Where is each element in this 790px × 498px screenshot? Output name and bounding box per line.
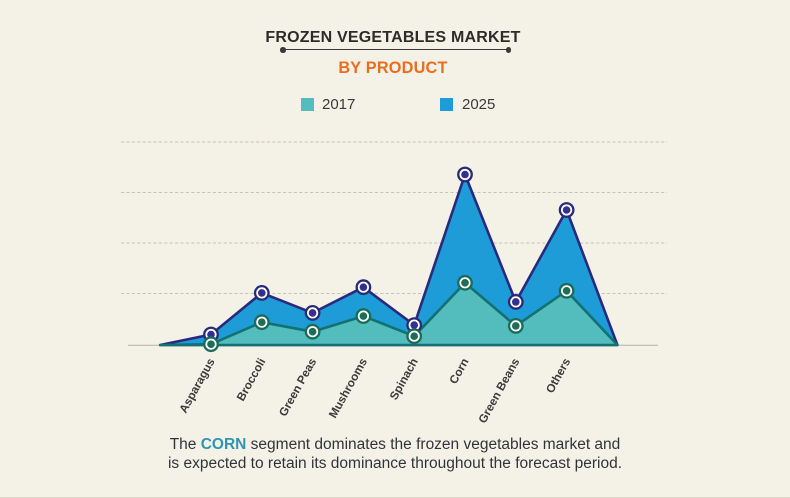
svg-text:Corn: Corn [447,356,472,386]
svg-text:Asparagus: Asparagus [177,356,218,416]
svg-text:Green Beans: Green Beans [476,356,523,426]
svg-text:Spinach: Spinach [387,356,420,402]
svg-text:Mushrooms: Mushrooms [327,356,371,421]
svg-text:Broccoli: Broccoli [234,356,268,403]
svg-text:Green Peas: Green Peas [277,356,320,419]
svg-text:Others: Others [544,356,574,396]
